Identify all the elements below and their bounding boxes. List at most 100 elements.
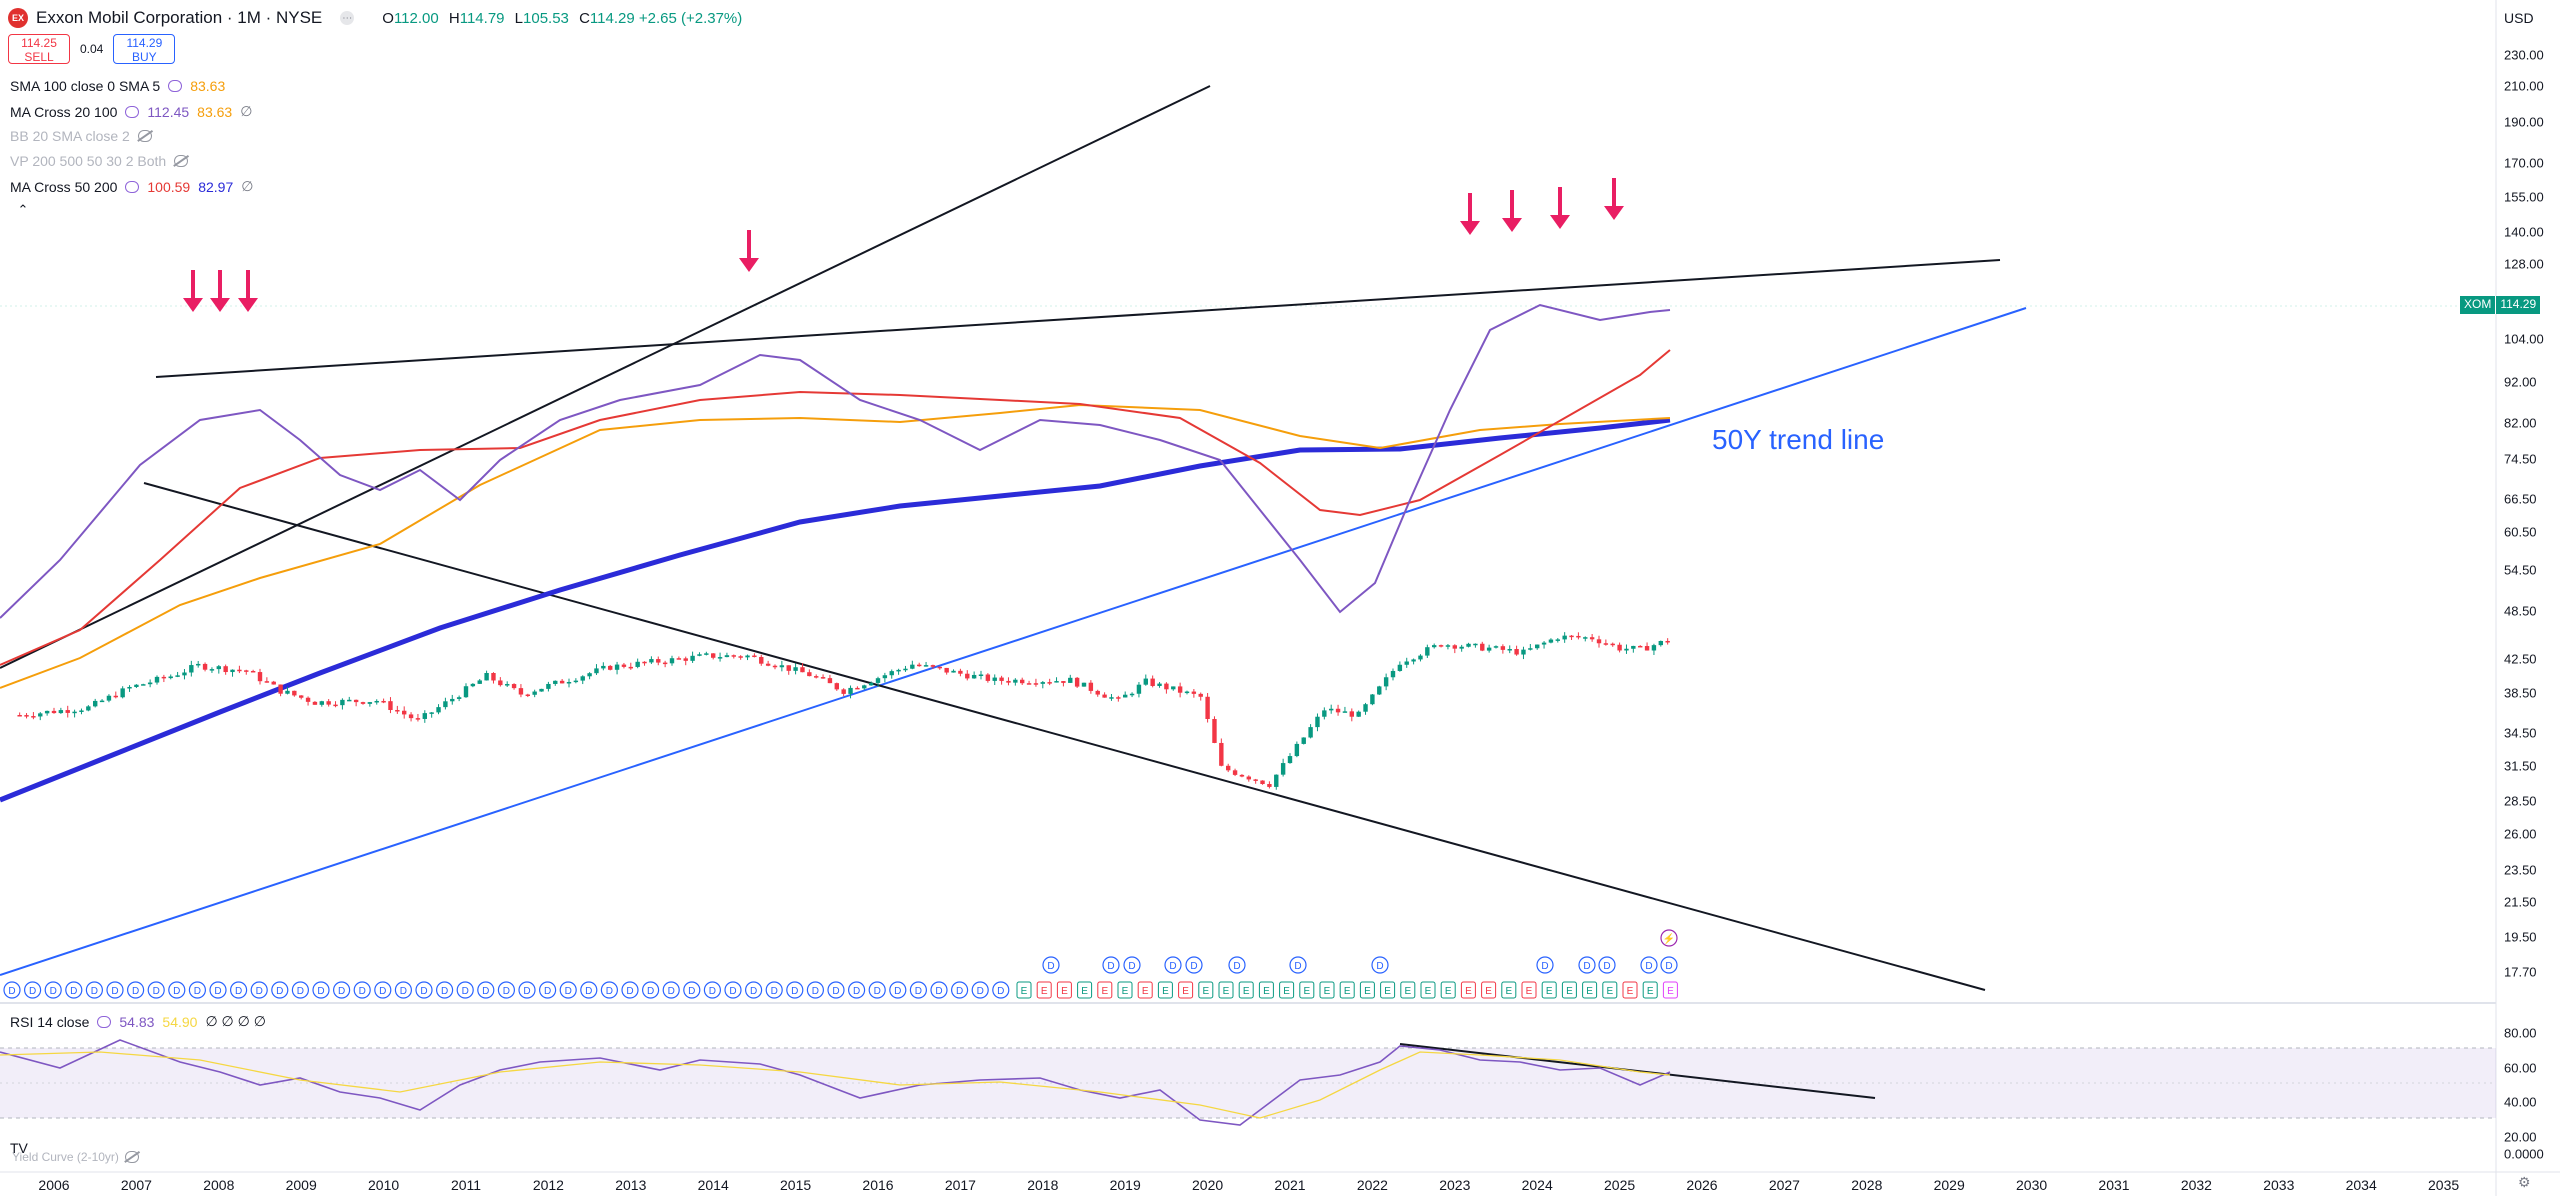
earnings-marker[interactable] [1178,981,1194,999]
annotation-arrow[interactable] [1550,187,1570,229]
dividend-marker[interactable] [765,981,783,999]
trend-line-falling[interactable] [143,482,1986,991]
dividend-marker[interactable] [1164,956,1182,974]
dividend-marker[interactable] [3,981,21,999]
dividend-marker[interactable] [1123,956,1141,974]
dividend-marker[interactable] [724,981,742,999]
more-options-icon[interactable]: ⋯ [340,11,355,25]
dividend-marker[interactable] [1102,956,1120,974]
earnings-marker[interactable] [1238,981,1254,999]
dividend-marker[interactable] [744,981,763,999]
trend-line-50y[interactable] [0,307,2027,976]
dividend-marker[interactable] [188,981,206,999]
dividend-marker[interactable] [415,981,433,999]
dividend-marker[interactable] [44,981,62,999]
trend-line-annotation[interactable]: 50Y trend line [1712,424,1885,455]
earnings-marker[interactable] [1157,981,1173,999]
earnings-marker[interactable] [1460,981,1476,999]
buy-button[interactable]: 114.29 BUY [113,34,176,64]
hidden-eye-icon[interactable] [174,155,189,167]
earnings-marker[interactable] [1036,981,1052,999]
collapse-legend-icon[interactable]: ⌃ [17,202,29,217]
dividend-marker[interactable] [353,981,371,999]
resistance-line[interactable] [155,259,2001,378]
earnings-marker[interactable] [1198,981,1214,999]
earnings-marker[interactable] [1117,981,1133,999]
dividend-marker[interactable] [477,981,495,999]
earnings-marker[interactable] [1440,981,1456,999]
dividend-marker[interactable] [1640,956,1658,974]
indicator-sma100[interactable]: SMA 100 close 0 SMA 5 83.63 [10,78,226,94]
earnings-marker[interactable] [1420,981,1436,999]
dividend-marker[interactable] [538,981,557,999]
dividend-marker[interactable] [992,981,1010,999]
dividend-marker[interactable] [168,981,186,999]
dividend-marker[interactable] [1536,956,1554,974]
earnings-marker[interactable] [1561,981,1577,999]
dividend-marker[interactable] [889,981,907,999]
earnings-marker[interactable] [1097,981,1113,999]
dividend-marker[interactable] [85,981,104,999]
dividend-marker[interactable] [930,981,948,999]
dividend-marker[interactable] [312,981,330,999]
dividend-marker[interactable] [65,981,83,999]
dividend-marker[interactable] [230,981,248,999]
indicator-vp[interactable]: VP 200 500 50 30 2 Both [10,153,189,169]
dividend-marker[interactable] [683,981,701,999]
earnings-marker[interactable] [1602,981,1618,999]
dividend-marker[interactable] [806,981,825,999]
annotation-arrow[interactable] [238,270,258,312]
currency-selector[interactable]: USD [2504,10,2534,26]
dividend-marker[interactable] [456,981,474,999]
dividend-marker[interactable] [394,981,412,999]
dividend-marker[interactable] [374,981,392,999]
earnings-marker[interactable] [1521,981,1537,999]
dividend-marker[interactable] [1660,956,1678,974]
dividend-marker[interactable] [209,981,227,999]
dividend-marker[interactable] [621,981,639,999]
dividend-marker[interactable] [1598,956,1616,974]
indicator-bb[interactable]: BB 20 SMA close 2 [10,128,152,144]
split-event-icon[interactable] [1660,929,1678,947]
dividend-marker[interactable] [497,981,515,999]
annotation-arrow[interactable] [210,270,230,312]
dividend-marker[interactable] [786,981,804,999]
dividend-marker[interactable] [559,981,577,999]
earnings-marker[interactable] [1056,981,1072,999]
annotation-arrow[interactable] [1604,178,1624,220]
dividend-marker[interactable] [1578,956,1596,974]
dividend-marker[interactable] [662,981,680,999]
dividend-marker[interactable] [1185,956,1203,974]
earnings-marker[interactable] [1137,981,1153,999]
dividend-marker[interactable] [600,981,619,999]
dividend-marker[interactable] [909,981,928,999]
earnings-marker[interactable] [1359,981,1375,999]
earnings-marker[interactable] [1077,981,1093,999]
dividend-marker[interactable] [580,981,598,999]
hidden-eye-icon[interactable] [124,1151,139,1163]
dividend-marker[interactable] [518,981,536,999]
earnings-marker[interactable] [1279,981,1295,999]
earnings-marker[interactable] [1642,981,1658,999]
settings-gear-icon[interactable]: ⚙ [2518,1174,2531,1190]
dividend-marker[interactable] [23,981,42,999]
hidden-eye-icon[interactable] [137,130,152,142]
earnings-marker[interactable] [1662,981,1678,999]
dividend-marker[interactable] [827,981,845,999]
symbol-title[interactable]: Exxon Mobil Corporation · 1M · NYSE [36,8,323,27]
visibility-eye-icon[interactable] [125,105,140,118]
dividend-marker[interactable] [641,981,660,999]
earnings-marker[interactable] [1400,981,1416,999]
earnings-marker[interactable] [1541,981,1557,999]
earnings-marker[interactable] [1218,981,1234,999]
indicator-ma-cross-20-100[interactable]: MA Cross 20 100 112.45 83.63 ∅ [10,103,253,120]
visibility-eye-icon[interactable] [168,80,183,92]
earnings-marker[interactable] [1582,981,1598,999]
annotation-arrow[interactable] [1502,190,1522,232]
earnings-marker[interactable] [1258,981,1274,999]
dividend-marker[interactable] [250,981,268,999]
yield-curve-legend[interactable]: TV Yield Curve (2-10yr) [10,1140,139,1164]
earnings-marker[interactable] [1339,981,1355,999]
dividend-marker[interactable] [1228,956,1246,974]
